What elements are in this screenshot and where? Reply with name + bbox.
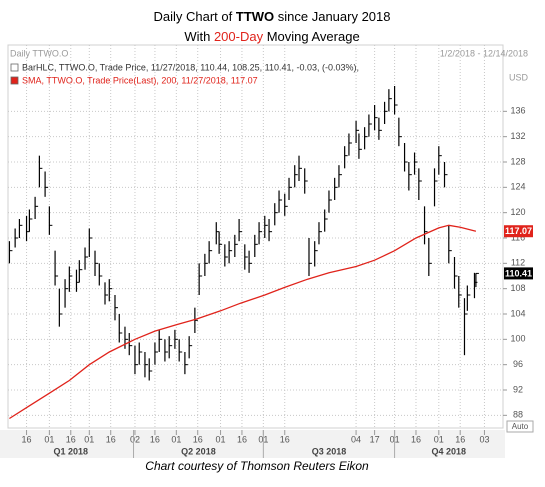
y-tick-label: 132 bbox=[510, 131, 525, 141]
quarter-label: Q4 2018 bbox=[432, 446, 467, 456]
x-axis-band bbox=[0, 430, 505, 458]
y-tick-label: 96 bbox=[513, 359, 523, 369]
quarter-label: Q2 2018 bbox=[181, 446, 216, 456]
title-part: Moving Average bbox=[263, 29, 360, 44]
y-tick-label: 88 bbox=[513, 410, 523, 420]
quarter-label: Q1 2018 bbox=[54, 446, 89, 456]
title-part: Daily Chart of bbox=[154, 9, 236, 24]
legend-swatch bbox=[10, 76, 19, 85]
last-value-label: 110.41 bbox=[505, 268, 532, 278]
currency: USD bbox=[509, 72, 529, 82]
auto-button-label[interactable]: Auto bbox=[512, 422, 529, 431]
x-tick-label: 16 bbox=[150, 434, 160, 444]
title-part: since January 2018 bbox=[274, 9, 390, 24]
x-tick-label: 16 bbox=[22, 434, 32, 444]
chart-title: With 200-Day Moving Average bbox=[184, 29, 359, 44]
x-tick-label: 16 bbox=[106, 434, 116, 444]
x-tick-label: 02 bbox=[130, 434, 140, 444]
y-tick-label: 124 bbox=[510, 182, 525, 192]
auto-button[interactable] bbox=[506, 420, 534, 433]
x-tick-label: 01 bbox=[216, 434, 226, 444]
y-tick-label: 128 bbox=[510, 156, 525, 166]
x-tick-label: 16 bbox=[66, 434, 76, 444]
legend-swatch bbox=[10, 63, 19, 72]
x-tick-label: 04 bbox=[351, 434, 361, 444]
sma-line bbox=[9, 224, 477, 420]
y-tick-label: 104 bbox=[510, 308, 525, 318]
legend-entry: SMA, TTWO.O, Trade Price(Last), 200, 11/… bbox=[22, 75, 258, 85]
footer: Chart courtesy of Thomson Reuters Eikon bbox=[145, 459, 369, 473]
date-range: 1/2/2018 - 12/14/2018 bbox=[440, 48, 528, 58]
x-tick-label: 01 bbox=[84, 434, 94, 444]
y-tick-label: 92 bbox=[513, 384, 523, 394]
x-tick-label: 16 bbox=[193, 434, 203, 444]
x-tick-label: 01 bbox=[434, 434, 444, 444]
y-tick-label: 120 bbox=[510, 207, 525, 217]
x-tick-label: 17 bbox=[370, 434, 380, 444]
x-tick-label: 01 bbox=[44, 434, 54, 444]
last-value-box bbox=[504, 225, 533, 238]
x-tick-label: 01 bbox=[171, 434, 181, 444]
y-tick-label: 112 bbox=[511, 258, 525, 268]
title-part: With bbox=[184, 29, 214, 44]
y-tick-label: 100 bbox=[510, 334, 525, 344]
x-tick-label: 16 bbox=[237, 434, 247, 444]
last-value-label: 117.07 bbox=[505, 226, 532, 236]
title-part: TTWO bbox=[236, 9, 274, 24]
y-tick-label: 108 bbox=[510, 283, 525, 293]
last-value-box bbox=[504, 267, 533, 280]
y-tick-label: 116 bbox=[511, 232, 525, 242]
y-tick-label: 136 bbox=[510, 106, 525, 116]
x-tick-label: 16 bbox=[411, 434, 421, 444]
title-part: 200-Day bbox=[214, 29, 264, 44]
x-tick-label: 16 bbox=[280, 434, 290, 444]
x-tick-label: 03 bbox=[479, 434, 489, 444]
legend-entry: BarHLC, TTWO.O, Trade Price, 11/27/2018,… bbox=[22, 62, 359, 72]
x-tick-label: 16 bbox=[455, 434, 465, 444]
instrument-label: Daily TTWO.O bbox=[10, 48, 68, 58]
chart-title: Daily Chart of TTWO since January 2018 bbox=[154, 9, 391, 24]
quarter-label: Q3 2018 bbox=[312, 446, 347, 456]
plot-frame bbox=[7, 44, 504, 429]
